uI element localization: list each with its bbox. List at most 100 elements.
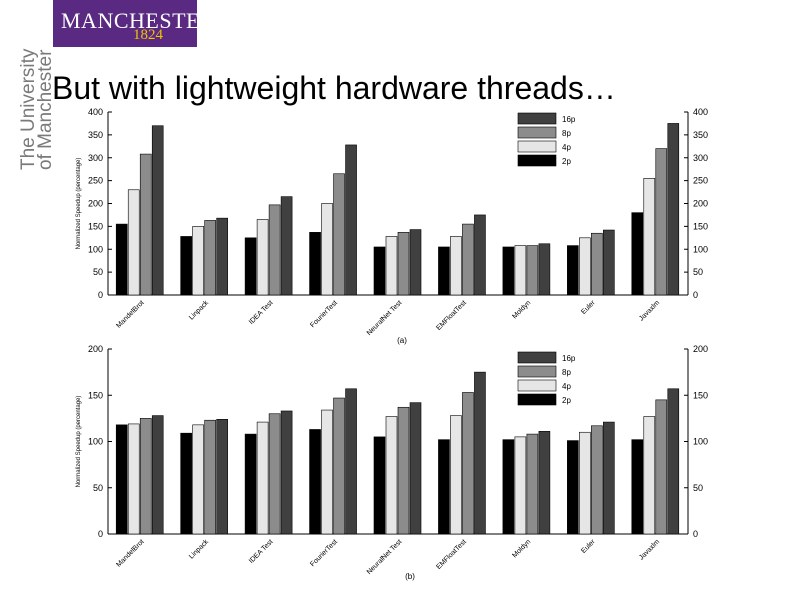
bar-fouriertest-4p — [321, 203, 333, 296]
y-tick-label-right: 200 — [693, 199, 708, 209]
bar-javaxlm-8p — [655, 148, 668, 296]
category-label-javaxlm: Javaxlm — [638, 299, 661, 322]
bar-neuralnet-test-8p — [397, 232, 410, 296]
bar-emfloattest-16p — [474, 371, 486, 535]
y-tick-label-right: 0 — [693, 529, 698, 539]
bar-linpack-2p — [180, 432, 192, 535]
bar-mandelbrot-2p — [115, 424, 128, 535]
category-label-fouriertest: FourierTest — [309, 299, 339, 329]
bar-javaxlm-4p — [643, 416, 656, 535]
legend-label-16p: 16p — [562, 115, 576, 124]
legend-swatch-2p — [517, 393, 557, 406]
bar-emfloattest-8p — [462, 223, 474, 296]
y-tick-label-left: 50 — [93, 267, 103, 277]
bar-idea-test-16p — [280, 410, 293, 535]
bar-mandelbrot-4p — [127, 423, 140, 535]
y-tick-label-left: 150 — [88, 390, 103, 400]
bar-idea-test-2p — [244, 237, 257, 296]
category-label-linpack: Linpack — [188, 299, 210, 321]
bar-neuralnet-test-4p — [385, 416, 398, 535]
legend-swatch-8p — [517, 126, 557, 139]
bar-emfloattest-2p — [438, 439, 450, 535]
bar-idea-test-4p — [256, 421, 269, 535]
bar-neuralnet-test-2p — [373, 246, 386, 296]
y-tick-label-right: 150 — [693, 390, 708, 400]
y-tick-label-left: 350 — [88, 130, 103, 140]
bar-linpack-8p — [204, 419, 216, 535]
y-tick-label-left: 300 — [88, 153, 103, 163]
bar-fouriertest-8p — [333, 173, 345, 296]
bar-javaxlm-16p — [667, 388, 680, 535]
bar-javaxlm-2p — [631, 212, 644, 296]
bar-neuralnet-test-16p — [409, 229, 422, 296]
bar-euler-16p — [603, 421, 615, 535]
bar-moldyn-8p — [526, 433, 539, 535]
logo-name: MANCHESTER — [61, 8, 216, 33]
legend-swatch-4p — [517, 140, 557, 153]
legend-swatch-8p — [517, 365, 557, 378]
slide-title: But with lightweight hardware threads… — [52, 70, 616, 106]
bar-linpack-16p — [216, 217, 228, 296]
bar-moldyn-4p — [514, 245, 527, 296]
bar-emfloattest-4p — [450, 415, 462, 535]
university-wordmark: The University of Manchester — [18, 48, 56, 173]
y-tick-label-right: 400 — [693, 107, 708, 117]
bar-moldyn-16p — [538, 243, 551, 296]
y-tick-label-left: 100 — [88, 244, 103, 254]
bar-fouriertest-16p — [345, 388, 357, 535]
bar-fouriertest-2p — [309, 232, 321, 296]
legend-label-4p: 4p — [562, 143, 571, 152]
bar-euler-2p — [567, 440, 579, 535]
bar-javaxlm-4p — [643, 178, 656, 296]
bar-fouriertest-16p — [345, 144, 357, 296]
bar-euler-8p — [591, 232, 603, 296]
legend-label-2p: 2p — [562, 396, 571, 405]
legend-label-8p: 8p — [562, 129, 571, 138]
bar-fouriertest-8p — [333, 397, 345, 535]
category-label-idea-test: IDEA Test — [248, 538, 275, 565]
y-tick-label-right: 50 — [693, 267, 703, 277]
y-tick-label-left: 250 — [88, 176, 103, 186]
legend-swatch-2p — [517, 154, 557, 167]
bar-mandelbrot-16p — [151, 125, 164, 296]
y-tick-label-left: 100 — [88, 437, 103, 447]
legend-label-16p: 16p — [562, 354, 576, 363]
bar-emfloattest-16p — [474, 214, 486, 296]
category-label-mandelbrot: MandelBrot — [115, 538, 145, 568]
bar-moldyn-16p — [538, 431, 551, 535]
bar-neuralnet-test-4p — [385, 236, 398, 296]
bar-neuralnet-test-16p — [409, 402, 422, 535]
bar-moldyn-2p — [502, 439, 515, 535]
category-label-moldyn: Moldyn — [511, 299, 532, 320]
bar-neuralnet-test-8p — [397, 406, 410, 535]
legend-label-2p: 2p — [562, 157, 571, 166]
y-tick-label-right: 200 — [693, 344, 708, 354]
category-label-moldyn: Moldyn — [511, 538, 532, 559]
bar-emfloattest-4p — [450, 236, 462, 296]
legend-swatch-16p — [517, 112, 557, 125]
y-tick-label-right: 300 — [693, 153, 708, 163]
y-tick-label-left: 50 — [93, 483, 103, 493]
bar-fouriertest-4p — [321, 409, 333, 535]
y-tick-label-right: 0 — [693, 290, 698, 300]
y-tick-label-right: 50 — [693, 483, 703, 493]
bar-euler-8p — [591, 425, 603, 535]
bar-emfloattest-8p — [462, 392, 474, 535]
bar-moldyn-2p — [502, 246, 515, 296]
legend-label-4p: 4p — [562, 382, 571, 391]
bar-idea-test-4p — [256, 219, 269, 296]
y-tick-label-left: 400 — [88, 107, 103, 117]
university-line-2: of Manchester — [35, 49, 56, 170]
bar-euler-4p — [579, 431, 591, 535]
bar-euler-4p — [579, 237, 591, 296]
y-tick-label-left: 200 — [88, 199, 103, 209]
university-logo: MANCHESTER 1824 — [53, 0, 215, 47]
bar-idea-test-8p — [268, 204, 281, 296]
chart-caption: (b) — [405, 572, 415, 581]
category-label-mandelbrot: MandelBrot — [115, 299, 145, 329]
bar-linpack-16p — [216, 419, 228, 535]
chart-caption: (a) — [397, 336, 407, 345]
y-axis-label: Normalized Speedup (percentage) — [76, 158, 82, 250]
bar-javaxlm-2p — [631, 439, 644, 535]
bar-linpack-2p — [180, 236, 192, 296]
